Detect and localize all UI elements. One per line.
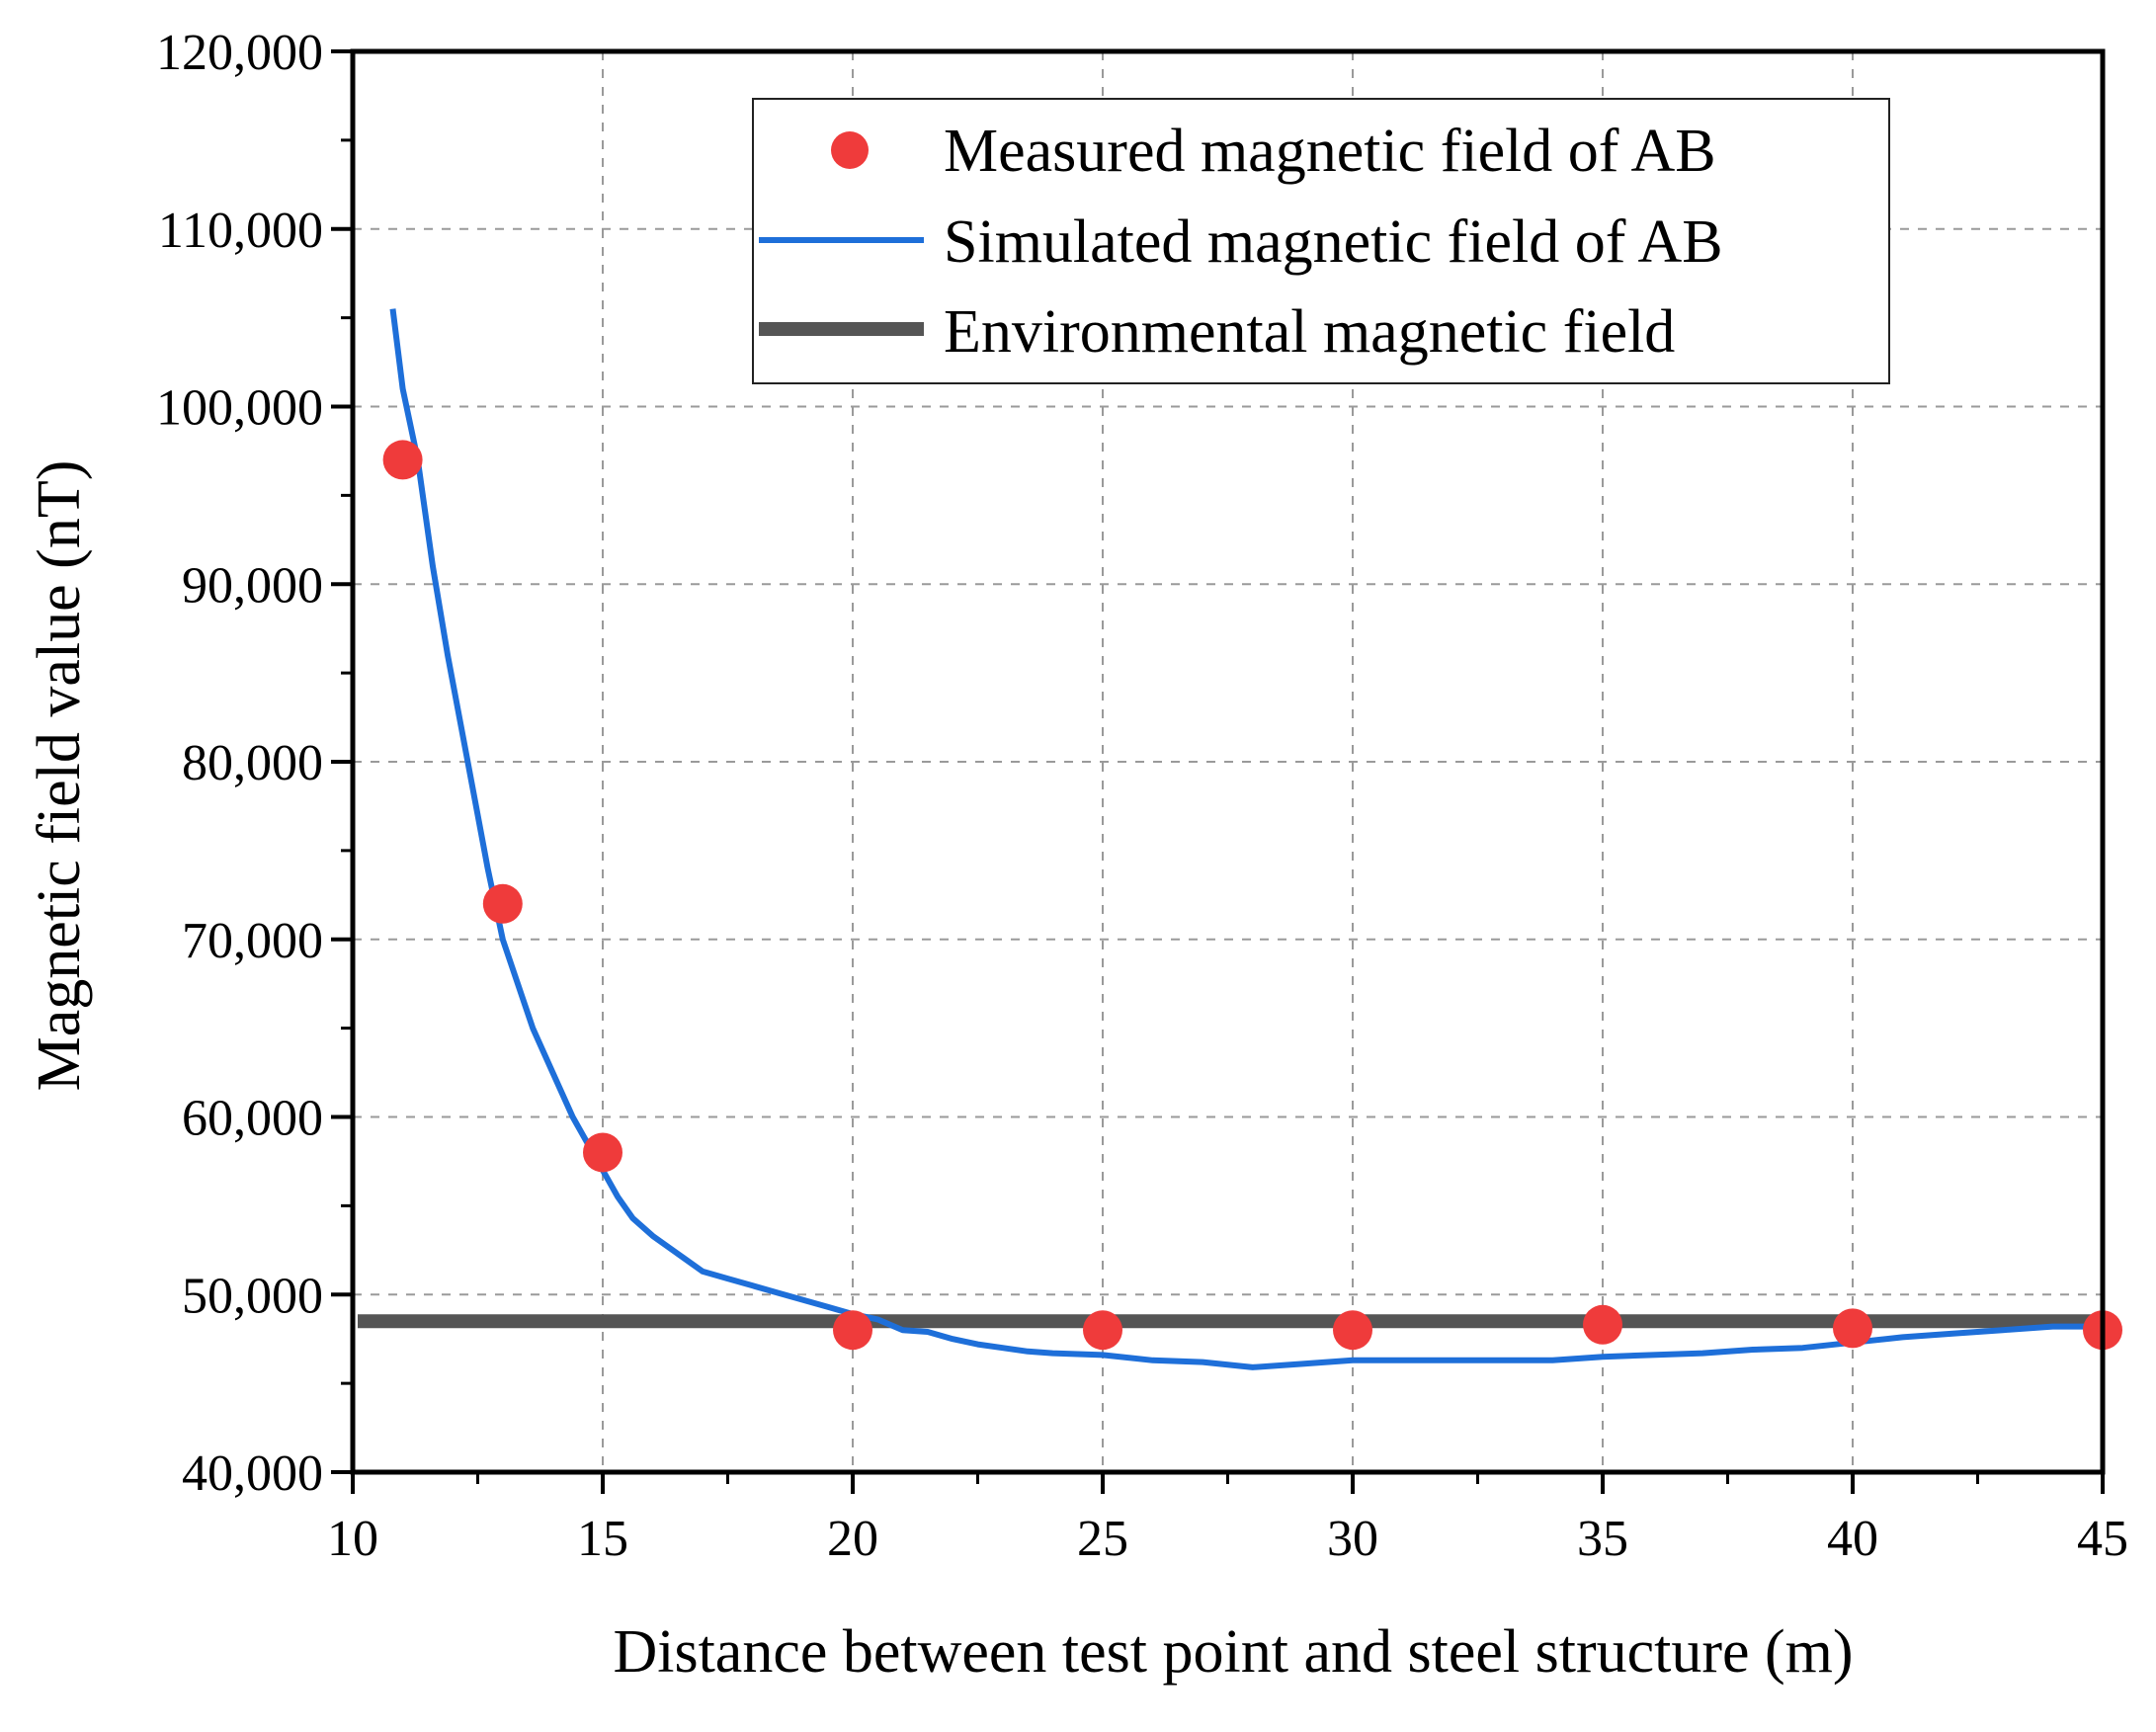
legend-label-measured: Measured magnetic field of AB <box>944 118 1716 185</box>
x-axis-title: Distance between test point and steel st… <box>613 1618 1853 1686</box>
x-tick-label: 35 <box>1577 1511 1628 1567</box>
measured-point <box>1583 1304 1622 1345</box>
measured-point <box>382 440 423 480</box>
y-axis-title: Magnetic field value (nT) <box>26 460 93 1092</box>
x-tick-label: 25 <box>1077 1511 1128 1567</box>
x-tick-label: 10 <box>327 1511 378 1567</box>
simulated-line <box>389 308 2103 1370</box>
y-tick-label: 90,000 <box>182 557 323 614</box>
legend-marker-measured <box>831 131 869 169</box>
measured-points-group <box>382 440 2122 1351</box>
x-tick-label: 30 <box>1327 1511 1378 1567</box>
measured-point <box>833 1310 872 1351</box>
y-tick-label: 100,000 <box>156 380 323 437</box>
x-tick-label: 20 <box>827 1511 878 1567</box>
measured-point <box>1833 1308 1872 1349</box>
x-tick-label: 40 <box>1827 1511 1878 1567</box>
y-tick-label: 110,000 <box>158 203 323 259</box>
legend: Measured magnetic field of AB Simulated … <box>752 98 1890 384</box>
simulated-line-group <box>389 308 2103 1370</box>
legend-label-environmental: Environmental magnetic field <box>944 298 1675 366</box>
y-tick-label: 40,000 <box>182 1445 323 1502</box>
measured-point <box>1333 1310 1372 1351</box>
y-tick-label: 50,000 <box>182 1268 323 1324</box>
ticks: 10 15 20 25 30 35 40 45 40,000 50,000 60,000 70,000… <box>156 25 2128 1567</box>
legend-label-simulated: Simulated magnetic field of AB <box>944 208 1723 276</box>
legend-box <box>752 98 1890 384</box>
x-tick-label: 45 <box>2077 1511 2128 1567</box>
measured-point <box>1083 1310 1122 1351</box>
y-tick-label: 120,000 <box>156 25 323 81</box>
measured-point <box>482 883 523 924</box>
y-tick-label: 80,000 <box>182 735 323 791</box>
y-tick-label: 70,000 <box>182 913 323 969</box>
y-tick-label: 60,000 <box>182 1091 323 1147</box>
measured-point <box>583 1132 622 1173</box>
x-tick-label: 15 <box>577 1511 628 1567</box>
